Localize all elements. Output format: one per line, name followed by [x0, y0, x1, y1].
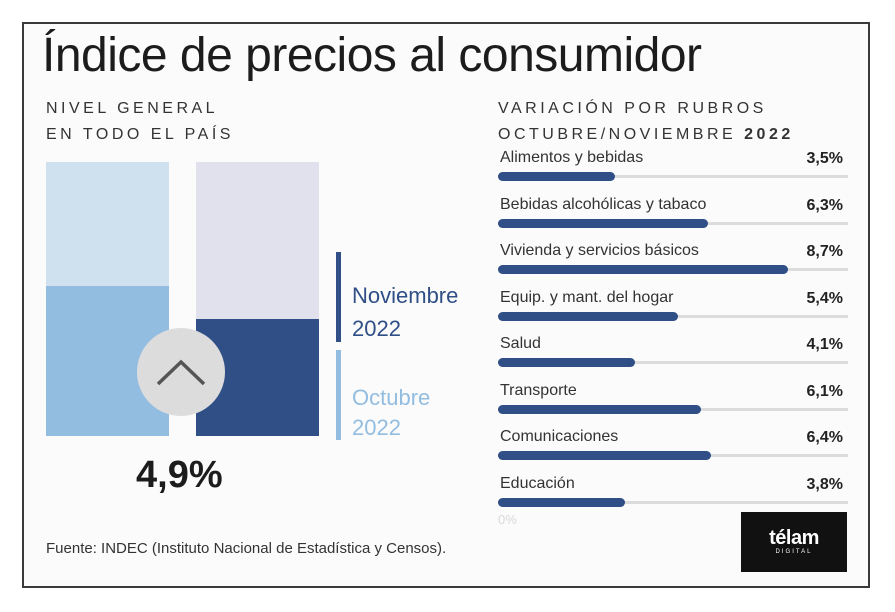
rubro-bar — [498, 218, 708, 228]
rubro-track — [498, 500, 848, 504]
rubro-value: 6,3% — [806, 196, 843, 214]
rubro-value: 8,7% — [806, 243, 843, 260]
left-subtitle-line1: NIVEL GENERAL — [46, 100, 219, 117]
rubro-track — [498, 175, 848, 178]
rubro-label: Salud — [500, 335, 541, 352]
chevron-up-icon — [156, 359, 206, 386]
legend-noviembre-month: Noviembre — [352, 283, 459, 308]
left-subtitle: NIVEL GENERAL EN TODO EL PAÍS — [46, 96, 234, 148]
rubro-label: Alimentos y bebidas — [500, 149, 644, 166]
legend-noviembre-year: 2022 — [352, 316, 401, 341]
rubro-value: 3,8% — [806, 475, 843, 493]
headline-value: 4,9% — [136, 454, 223, 496]
rubro-label: Transporte — [500, 381, 577, 399]
rubro-label: Bebidas alcohólicas y tabaco — [500, 195, 707, 213]
axis-zero-label: 0% — [498, 512, 517, 527]
left-subtitle-line2: EN TODO EL PAÍS — [46, 126, 234, 143]
telam-logo: télam DIGITAL — [741, 512, 847, 572]
rubro-bar — [498, 451, 711, 460]
rubro-bar — [498, 404, 701, 414]
logo-name: télam — [769, 527, 819, 549]
rubro-label: Educación — [500, 474, 575, 492]
legend-octubre-month: Octubre — [352, 385, 431, 410]
rubro-value: 6,1% — [806, 382, 843, 400]
rubro-value: 3,5% — [806, 150, 843, 167]
increase-badge — [137, 328, 225, 416]
legend-octubre-year: 2022 — [352, 415, 401, 440]
right-subtitle: VARIACIÓN POR RUBROS OCTUBRE/NOVIEMBRE 2… — [498, 96, 794, 148]
rubro-value: 6,4% — [806, 429, 843, 446]
rubro-bar — [498, 358, 635, 367]
rubro-bar — [498, 172, 615, 181]
logo-sub: DIGITAL — [775, 549, 813, 555]
right-subtitle-year: 2022 — [744, 126, 794, 143]
rubro-label: Vivienda y servicios básicos — [500, 242, 699, 259]
rubro-bar — [498, 311, 678, 321]
rubro-label: Equip. y mant. del hogar — [500, 288, 674, 306]
right-subtitle-prefix: OCTUBRE/NOVIEMBRE — [498, 126, 745, 143]
right-subtitle-line1: VARIACIÓN POR RUBROS — [498, 100, 767, 117]
rubro-value: 5,4% — [806, 289, 843, 307]
page-title: Índice de precios al consumidor — [42, 29, 702, 82]
rubro-bar — [498, 497, 625, 507]
right-subtitle-line2: OCTUBRE/NOVIEMBRE 2022 — [498, 122, 794, 148]
rubro-label: Comunicaciones — [500, 428, 619, 445]
rubro-track — [498, 361, 848, 364]
rubro-value: 4,1% — [806, 336, 843, 353]
legend-octubre-line — [336, 350, 341, 440]
legend-noviembre-line — [336, 252, 341, 342]
rubro-bar — [498, 265, 788, 274]
source-note: Fuente: INDEC (Instituto Nacional de Est… — [46, 540, 447, 557]
